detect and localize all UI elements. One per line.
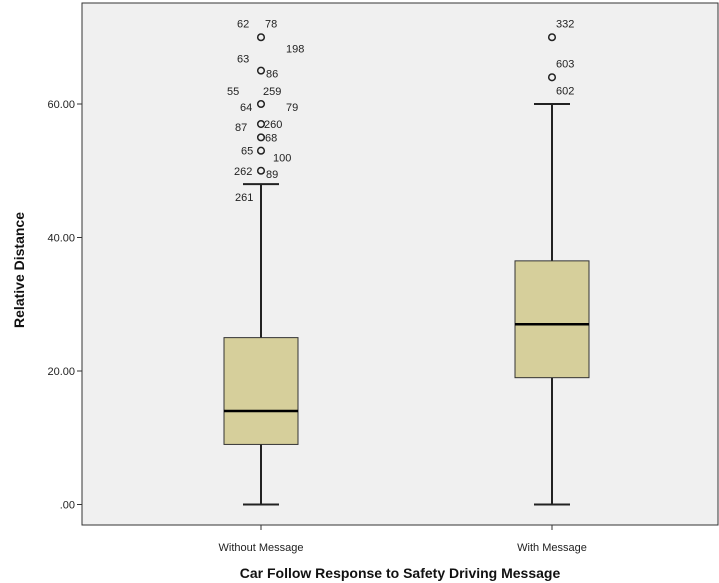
outlier-point	[256, 66, 266, 75]
outlier-point	[256, 166, 266, 175]
outlier-point	[256, 33, 266, 42]
outlier-label: 603	[556, 58, 574, 70]
outlier-label: 55	[227, 86, 239, 98]
x-tick-label: Without Message	[219, 542, 304, 554]
outlier-label: 262	[234, 166, 252, 178]
outlier-point	[256, 133, 266, 142]
iqr-box	[223, 337, 299, 445]
x-axis: Without Message With Message	[219, 525, 587, 554]
outlier-label: 100	[273, 153, 291, 165]
outlier-label: 79	[286, 102, 298, 114]
outlier-label: 63	[237, 54, 249, 66]
x-axis-title: Car Follow Response to Safety Driving Me…	[240, 565, 561, 581]
boxes-layer	[223, 103, 590, 506]
box-2	[514, 103, 590, 506]
outlier-label: 332	[556, 18, 574, 30]
outlier-point	[547, 73, 557, 82]
box-1	[223, 183, 299, 506]
outlier-point	[256, 146, 266, 155]
outlier-label: 602	[556, 85, 574, 97]
y-tick-label: 40.00	[47, 233, 75, 245]
y-axis-title: Relative Distance	[11, 212, 27, 328]
outlier-point	[256, 119, 266, 129]
outlier-label: 86	[266, 69, 278, 81]
outlier-label: 62	[237, 18, 249, 30]
plot-area	[81, 2, 719, 526]
y-tick-label: .00	[60, 500, 75, 512]
outlier-label: 260	[264, 119, 282, 131]
y-tick-label: 20.00	[47, 366, 75, 378]
x-tick-label: With Message	[517, 542, 587, 554]
y-axis: .00 20.00 40.00 60.00	[47, 99, 82, 512]
outlier-label: 89	[266, 169, 278, 181]
iqr-box	[514, 260, 590, 379]
outlier-label: 198	[286, 43, 304, 55]
outlier-label: 78	[265, 18, 277, 30]
outlier-label: 261	[235, 192, 253, 204]
outlier-label: 65	[241, 146, 253, 158]
outlier-point	[547, 33, 557, 42]
y-tick-label: 60.00	[47, 99, 75, 111]
outlier-label: 64	[240, 102, 252, 114]
outlier-point	[256, 99, 266, 109]
outlier-label: 68	[265, 132, 277, 144]
outlier-label: 87	[235, 122, 247, 134]
outlier-label: 259	[263, 86, 281, 98]
